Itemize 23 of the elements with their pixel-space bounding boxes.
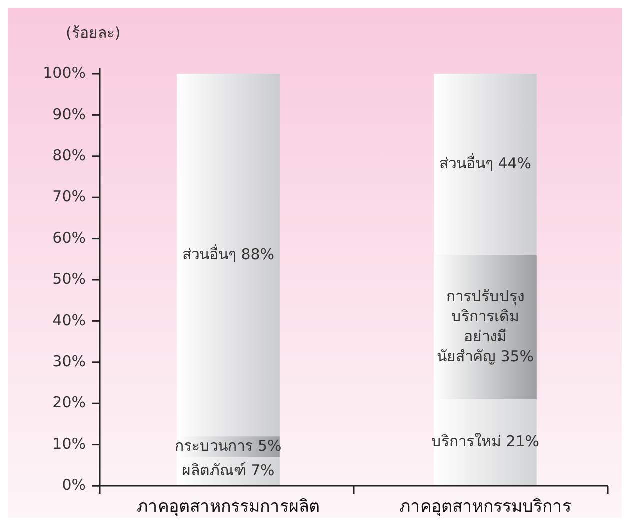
- data-label: การปรับปรุง บริการเดิม อย่างมี นัยสำคัญ 35%: [436, 287, 534, 366]
- y-tick-label: 60%: [52, 228, 86, 247]
- x-tick-label: ภาคอุตสาหกรรมบริการ: [400, 497, 572, 517]
- data-label: ส่วนอื่นๆ 88%: [182, 243, 275, 264]
- y-tick-label: 90%: [52, 105, 86, 124]
- y-tick-label: 70%: [52, 188, 86, 206]
- y-tick-label: 40%: [52, 311, 86, 330]
- data-label: บริการใหม่ 21%: [431, 432, 540, 451]
- bar: [434, 74, 537, 256]
- y-tick-label: 100%: [43, 64, 86, 82]
- y-tick-label: 80%: [52, 146, 86, 165]
- y-tick-label: 10%: [52, 434, 86, 453]
- y-tick-label: 0%: [62, 476, 86, 494]
- bar: [434, 255, 537, 400]
- y-tick-label: 30%: [52, 352, 86, 371]
- data-label: ผลิตภัณฑ์ 7%: [182, 462, 275, 480]
- y-axis-title: (ร้อยละ): [66, 24, 121, 42]
- y-tick-label: 50%: [52, 270, 86, 288]
- y-tick-label: 20%: [52, 394, 86, 412]
- x-tick-label: ภาคอุตสาหกรรมการผลิต: [137, 497, 320, 517]
- bar: [434, 399, 537, 486]
- bar: [177, 74, 280, 437]
- data-label: ส่วนอื่นๆ 44%: [439, 152, 532, 173]
